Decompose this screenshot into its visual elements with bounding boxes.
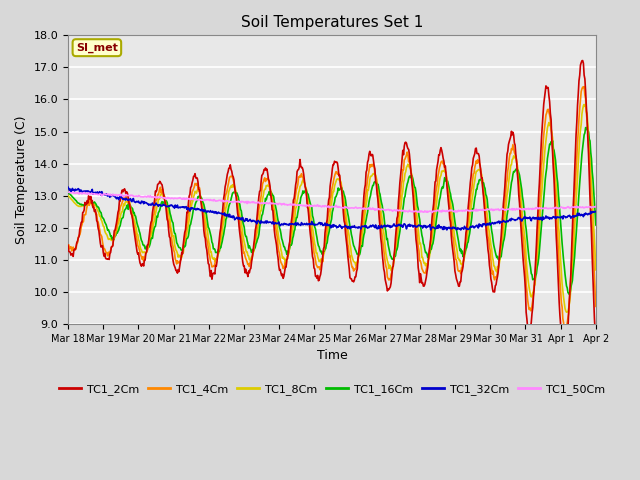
Y-axis label: Soil Temperature (C): Soil Temperature (C) <box>15 115 28 244</box>
Legend: TC1_2Cm, TC1_4Cm, TC1_8Cm, TC1_16Cm, TC1_32Cm, TC1_50Cm: TC1_2Cm, TC1_4Cm, TC1_8Cm, TC1_16Cm, TC1… <box>55 379 609 399</box>
Title: Soil Temperatures Set 1: Soil Temperatures Set 1 <box>241 15 423 30</box>
Text: SI_met: SI_met <box>76 43 118 53</box>
X-axis label: Time: Time <box>317 349 348 362</box>
